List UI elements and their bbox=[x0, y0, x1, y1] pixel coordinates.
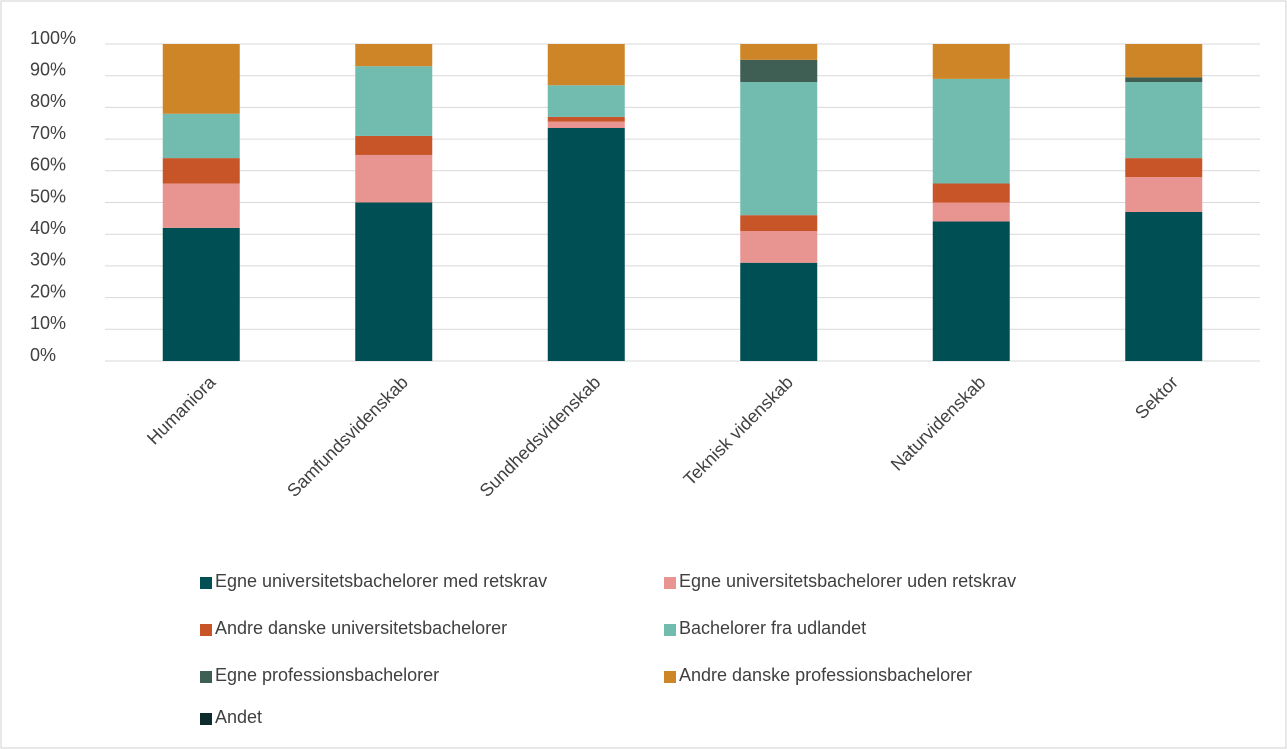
bar-segment bbox=[932, 221, 1010, 361]
bar-segment bbox=[1125, 158, 1203, 178]
y-tick-label: 10% bbox=[30, 313, 66, 333]
bar-segment bbox=[162, 183, 240, 228]
legend-swatch bbox=[200, 577, 212, 589]
bar-segment bbox=[1125, 77, 1203, 83]
bar-segment bbox=[355, 202, 433, 361]
bar-segment bbox=[932, 202, 1010, 222]
y-tick-label: 70% bbox=[30, 123, 66, 143]
bar-segment bbox=[162, 113, 240, 159]
bar-segment bbox=[355, 154, 433, 203]
bar-segment bbox=[932, 183, 1010, 203]
legend-label: Andet bbox=[215, 707, 262, 727]
y-tick-label: 60% bbox=[30, 155, 66, 175]
bar-segment bbox=[162, 44, 240, 114]
y-tick-label: 100% bbox=[30, 28, 76, 48]
legend-swatch bbox=[664, 577, 676, 589]
y-tick-label: 90% bbox=[30, 59, 66, 79]
bar-segment bbox=[932, 44, 1010, 79]
legend-swatch bbox=[664, 671, 676, 683]
y-tick-label: 30% bbox=[30, 250, 66, 270]
bar-segment bbox=[355, 135, 433, 155]
legend-label: Egne universitetsbachelorer uden retskra… bbox=[679, 571, 1016, 591]
legend-swatch bbox=[200, 624, 212, 636]
bar-segment bbox=[355, 44, 433, 67]
bar-segment bbox=[740, 44, 818, 60]
legend-swatch bbox=[664, 624, 676, 636]
y-tick-label: 50% bbox=[30, 186, 66, 206]
bar-segment bbox=[547, 85, 625, 117]
bar-segment bbox=[547, 116, 625, 122]
y-tick-label: 20% bbox=[30, 281, 66, 301]
y-tick-label: 40% bbox=[30, 218, 66, 238]
bar-segment bbox=[740, 231, 818, 263]
bar-segment bbox=[740, 215, 818, 232]
bar-segment bbox=[1125, 44, 1203, 78]
legend-swatch bbox=[200, 713, 212, 725]
bar-segment bbox=[355, 66, 433, 136]
bar-segment bbox=[740, 59, 818, 83]
legend-label: Egne universitetsbachelorer med retskrav bbox=[215, 571, 547, 591]
bar-segment bbox=[1125, 82, 1203, 159]
bar-segment bbox=[932, 78, 1010, 184]
bar-segment bbox=[547, 121, 625, 129]
legend-label: Andre danske professionsbachelorer bbox=[679, 665, 972, 685]
legend-label: Bachelorer fra udlandet bbox=[679, 618, 866, 638]
y-tick-label: 0% bbox=[30, 345, 56, 365]
bar-segment bbox=[740, 82, 818, 216]
bar-segment bbox=[740, 262, 818, 361]
bar-segment bbox=[547, 128, 625, 361]
legend-label: Andre danske universitetsbachelorer bbox=[215, 618, 507, 638]
bar-segment bbox=[1125, 177, 1203, 213]
bar-segment bbox=[1125, 212, 1203, 361]
bar-segment bbox=[162, 158, 240, 184]
legend-swatch bbox=[200, 671, 212, 683]
bar-segment bbox=[547, 44, 625, 86]
y-tick-label: 80% bbox=[30, 91, 66, 111]
bar-segment bbox=[162, 227, 240, 361]
legend-label: Egne professionsbachelorer bbox=[215, 665, 439, 685]
